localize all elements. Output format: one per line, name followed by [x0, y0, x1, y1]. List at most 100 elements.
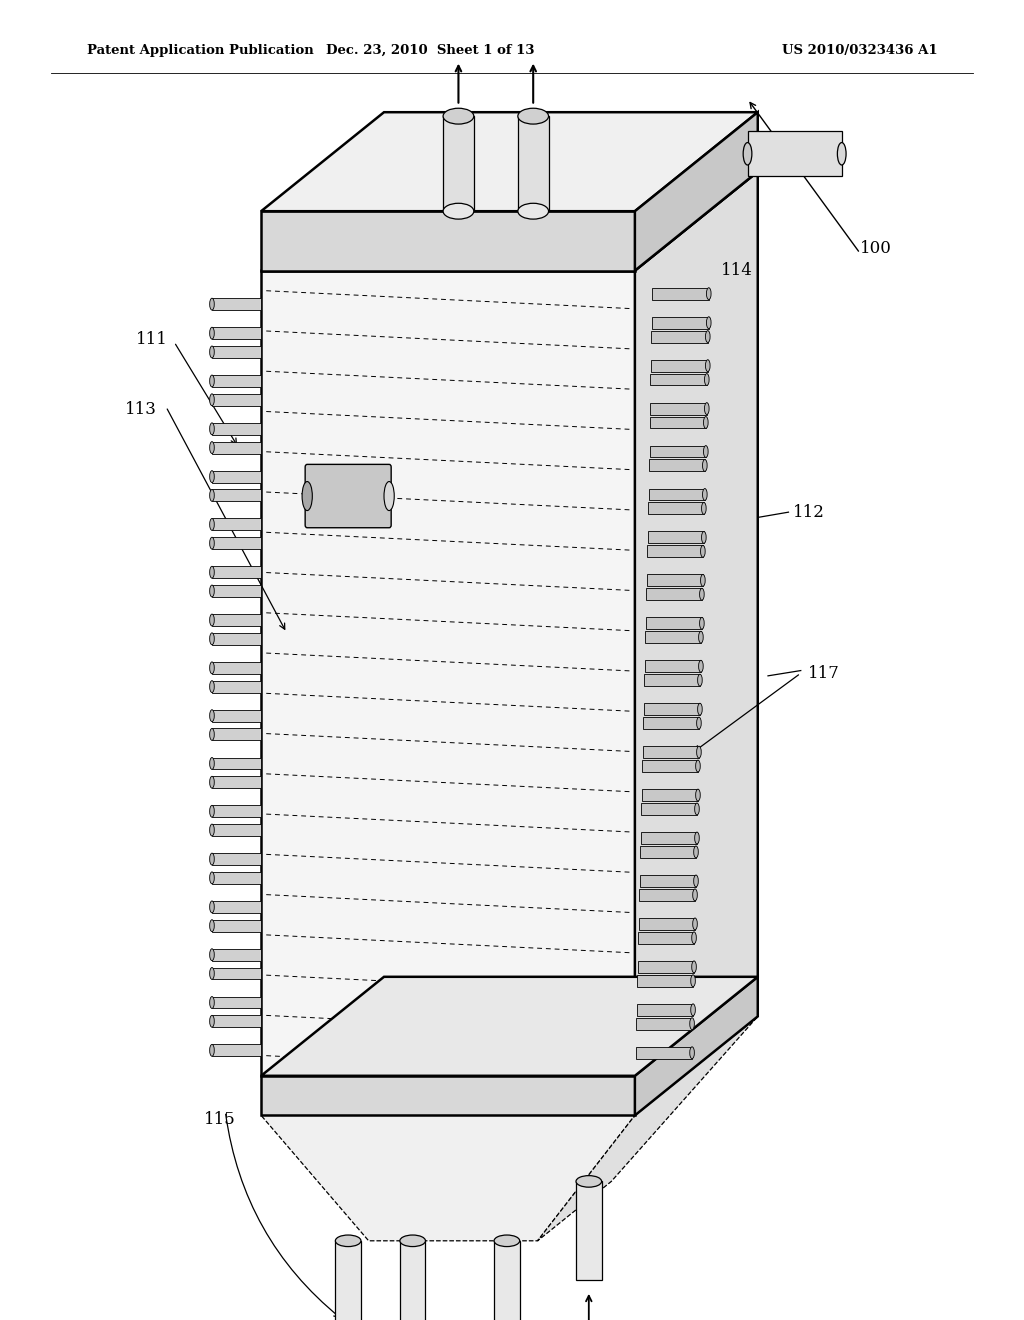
Ellipse shape [700, 545, 706, 557]
Bar [641, 803, 697, 814]
Polygon shape [261, 211, 635, 271]
Ellipse shape [696, 746, 701, 758]
Bar [212, 614, 261, 626]
Bar [212, 471, 261, 483]
Bar [494, 1241, 519, 1320]
Bar [212, 758, 261, 770]
Text: 115: 115 [204, 1111, 237, 1127]
Polygon shape [261, 271, 635, 1076]
Ellipse shape [707, 317, 711, 329]
Bar [650, 403, 707, 414]
Bar [651, 330, 708, 342]
Ellipse shape [706, 330, 710, 343]
Ellipse shape [210, 519, 214, 531]
Bar [644, 675, 700, 686]
Ellipse shape [575, 1176, 601, 1187]
Ellipse shape [695, 789, 700, 801]
Bar [212, 327, 261, 339]
Bar [212, 729, 261, 741]
Bar [641, 832, 697, 843]
Text: 100: 100 [859, 240, 892, 256]
Ellipse shape [690, 1018, 694, 1030]
Bar [651, 359, 708, 372]
Text: FIGURE  1: FIGURE 1 [420, 141, 543, 162]
Ellipse shape [691, 974, 695, 987]
Polygon shape [261, 172, 758, 271]
Bar [646, 574, 702, 586]
Bar [212, 681, 261, 693]
Ellipse shape [702, 459, 708, 471]
Ellipse shape [702, 488, 708, 500]
Bar [639, 917, 695, 929]
Bar [652, 317, 709, 329]
Ellipse shape [694, 803, 699, 814]
Ellipse shape [697, 704, 702, 715]
Bar [748, 131, 842, 177]
Ellipse shape [210, 327, 214, 339]
Bar [212, 824, 261, 836]
Ellipse shape [699, 589, 705, 601]
Bar [637, 974, 693, 987]
Ellipse shape [690, 1047, 694, 1059]
Ellipse shape [518, 108, 549, 124]
Ellipse shape [743, 143, 752, 165]
Ellipse shape [210, 776, 214, 788]
Bar [647, 532, 703, 544]
Ellipse shape [210, 632, 214, 644]
Polygon shape [635, 112, 758, 271]
Bar [636, 1018, 692, 1030]
Ellipse shape [210, 1044, 214, 1056]
Ellipse shape [706, 359, 710, 372]
Bar [443, 116, 474, 211]
Bar [212, 490, 261, 502]
Bar [638, 932, 694, 944]
FancyBboxPatch shape [305, 465, 391, 528]
Bar [212, 710, 261, 722]
Ellipse shape [210, 442, 214, 454]
Bar [212, 519, 261, 531]
Ellipse shape [692, 917, 697, 929]
Ellipse shape [210, 614, 214, 626]
Ellipse shape [701, 532, 707, 544]
Bar [212, 298, 261, 310]
Bar [650, 374, 707, 385]
Ellipse shape [210, 566, 214, 578]
Bar [212, 442, 261, 454]
Polygon shape [261, 977, 758, 1076]
Bar [399, 1241, 426, 1320]
Ellipse shape [705, 374, 709, 385]
Ellipse shape [210, 537, 214, 549]
Text: 113: 113 [125, 401, 158, 417]
Bar [212, 1015, 261, 1027]
Ellipse shape [210, 681, 214, 693]
Text: 111: 111 [135, 331, 168, 347]
Ellipse shape [210, 710, 214, 722]
Bar [212, 585, 261, 597]
Polygon shape [635, 172, 758, 1076]
Ellipse shape [210, 661, 214, 673]
Ellipse shape [210, 920, 214, 932]
Ellipse shape [210, 585, 214, 597]
Ellipse shape [210, 490, 214, 502]
Text: 112: 112 [793, 504, 825, 520]
Ellipse shape [692, 961, 696, 973]
Ellipse shape [210, 853, 214, 865]
Polygon shape [261, 1076, 635, 1115]
Ellipse shape [692, 932, 696, 944]
Ellipse shape [302, 482, 312, 511]
Ellipse shape [210, 968, 214, 979]
Bar [336, 1241, 361, 1320]
Ellipse shape [696, 717, 701, 729]
Text: US 2010/0323436 A1: US 2010/0323436 A1 [782, 44, 938, 57]
Ellipse shape [210, 805, 214, 817]
Ellipse shape [210, 758, 214, 770]
Text: Patent Application Publication: Patent Application Publication [87, 44, 313, 57]
Bar [640, 875, 696, 887]
Ellipse shape [210, 1015, 214, 1027]
Ellipse shape [336, 1236, 361, 1246]
Ellipse shape [210, 422, 214, 434]
Ellipse shape [694, 832, 699, 843]
Ellipse shape [698, 660, 703, 672]
Bar [212, 632, 261, 644]
Ellipse shape [700, 574, 706, 586]
